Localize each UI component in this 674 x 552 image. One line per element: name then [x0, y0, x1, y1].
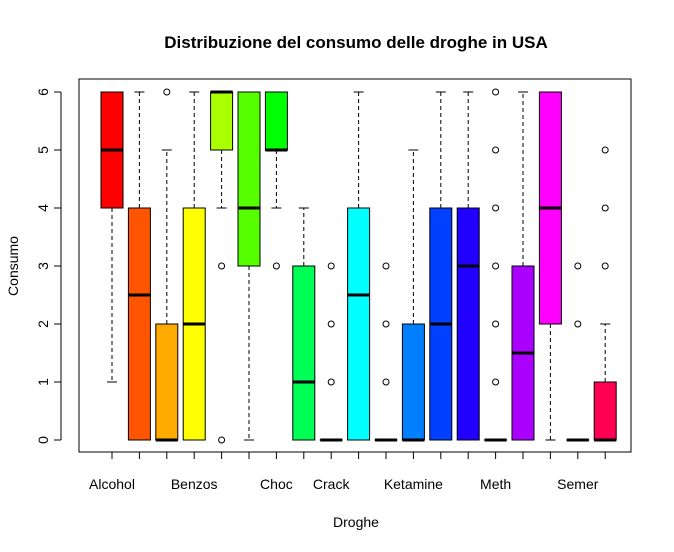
outlier-point [492, 320, 500, 328]
box-group-7 [264, 91, 288, 270]
box-group-9 [319, 262, 343, 442]
box [347, 207, 371, 441]
box-group-4 [182, 91, 206, 441]
outlier-point [327, 378, 335, 386]
box [292, 265, 316, 441]
outlier-point [601, 204, 609, 212]
box-group-6 [237, 91, 261, 441]
box-group-14 [456, 91, 480, 441]
outlier-point [601, 262, 609, 270]
outlier-point [492, 146, 500, 154]
outlier-point [601, 146, 609, 154]
box [155, 323, 179, 441]
box [456, 207, 480, 441]
outlier-point [574, 320, 582, 328]
box-group-5 [210, 90, 234, 444]
outlier-point [382, 320, 390, 328]
outlier-point [574, 262, 582, 270]
outlier-point [382, 262, 390, 270]
y-tick-label: 6 [35, 88, 51, 96]
box [210, 91, 234, 151]
y-axis: 0 1 2 3 4 5 6 [35, 88, 62, 444]
box-group-17 [538, 91, 562, 441]
box-group-3 [155, 88, 179, 442]
x-tick-label: Choc [260, 476, 293, 492]
x-tick-label: Alcohol [89, 476, 135, 492]
y-tick-label: 5 [35, 146, 51, 154]
outlier-point [163, 88, 171, 96]
box [127, 207, 151, 441]
box [401, 323, 425, 441]
outlier-point [272, 262, 280, 270]
x-axis-label: Droghe [333, 514, 379, 530]
y-tick-label: 1 [35, 378, 51, 386]
outlier-point [218, 262, 226, 270]
x-tick-label: Benzos [171, 476, 218, 492]
x-tick-label: Ketamine [384, 476, 443, 492]
chart-title: Distribuzione del consumo delle droghe i… [164, 33, 547, 52]
outlier-point [382, 378, 390, 386]
outlier-point [492, 378, 500, 386]
box-group-13 [429, 91, 453, 441]
box-group-8 [292, 207, 316, 441]
box-group-1 [100, 91, 124, 383]
box-group-19 [593, 146, 617, 442]
x-tick-label: Crack [313, 476, 351, 492]
box-group-2 [127, 91, 151, 441]
boxes-group [100, 88, 617, 444]
x-axis: Alcohol Benzos Choc Crack Ketamine Meth Semer [89, 451, 606, 492]
box-group-16 [511, 91, 535, 441]
x-tick-label: Meth [480, 476, 511, 492]
box-group-15 [484, 88, 508, 442]
outlier-point [327, 320, 335, 328]
outlier-point [327, 262, 335, 270]
box-group-11 [374, 262, 398, 442]
y-tick-label: 4 [35, 204, 51, 212]
x-tick-label: Semer [557, 476, 599, 492]
y-tick-label: 0 [35, 436, 51, 444]
box [237, 91, 261, 267]
box [593, 381, 617, 441]
outlier-point [492, 88, 500, 96]
y-tick-label: 3 [35, 262, 51, 270]
y-axis-label: Consumo [5, 236, 21, 296]
box-group-12 [401, 149, 425, 442]
outlier-point [492, 262, 500, 270]
y-tick-label: 2 [35, 320, 51, 328]
box-group-10 [347, 91, 371, 441]
box [264, 91, 288, 151]
box-group-18 [566, 262, 590, 442]
outlier-point [492, 204, 500, 212]
outlier-point [218, 436, 226, 444]
